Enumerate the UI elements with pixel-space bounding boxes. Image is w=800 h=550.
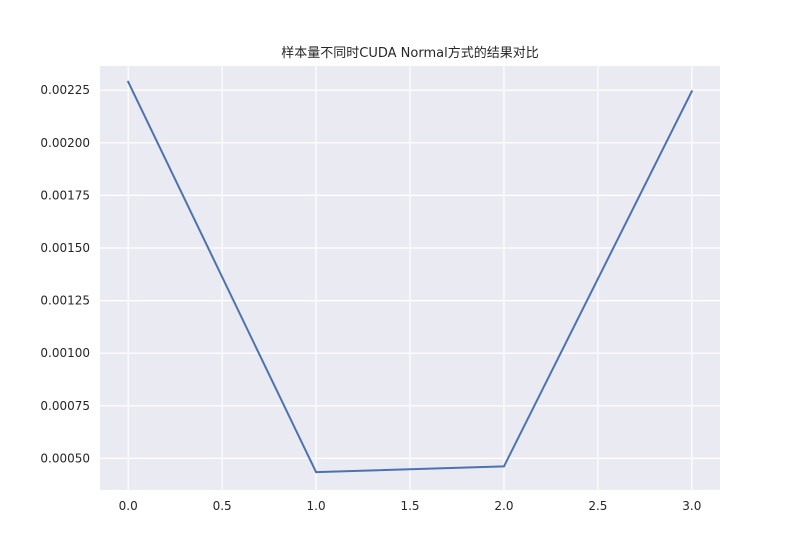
- y-tick-label: 0.00125: [40, 294, 90, 308]
- x-tick-label: 1.0: [307, 499, 326, 513]
- series-layer: [127, 80, 693, 474]
- chart-title: 样本量不同时CUDA Normal方式的结果对比: [281, 45, 538, 61]
- y-tick-label: 0.00050: [40, 451, 90, 465]
- y-tick-label: 0.00150: [40, 241, 90, 255]
- x-tick-label: 1.5: [400, 499, 419, 513]
- data-point: [502, 465, 505, 468]
- data-point: [127, 80, 130, 83]
- x-tick-label: 0.0: [119, 499, 138, 513]
- y-tick-label: 0.00100: [40, 346, 90, 360]
- x-tick-label: 2.5: [588, 499, 607, 513]
- grid: [100, 66, 720, 490]
- x-axis-ticks: 0.0 0.5 1.0 1.5 2.0 2.5 3.0: [119, 499, 702, 513]
- y-axis-ticks: 0.00050 0.00075 0.00100 0.00125 0.00150 0.001…: [40, 83, 90, 465]
- x-tick-label: 3.0: [682, 499, 701, 513]
- y-tick-label: 0.00175: [40, 188, 90, 202]
- x-tick-label: 0.5: [213, 499, 232, 513]
- data-point: [690, 90, 693, 93]
- series-line: [127, 80, 693, 474]
- y-tick-label: 0.00075: [40, 399, 90, 413]
- data-point: [315, 471, 318, 474]
- y-tick-label: 0.00225: [40, 83, 90, 97]
- y-tick-label: 0.00200: [40, 136, 90, 150]
- x-tick-label: 2.0: [494, 499, 513, 513]
